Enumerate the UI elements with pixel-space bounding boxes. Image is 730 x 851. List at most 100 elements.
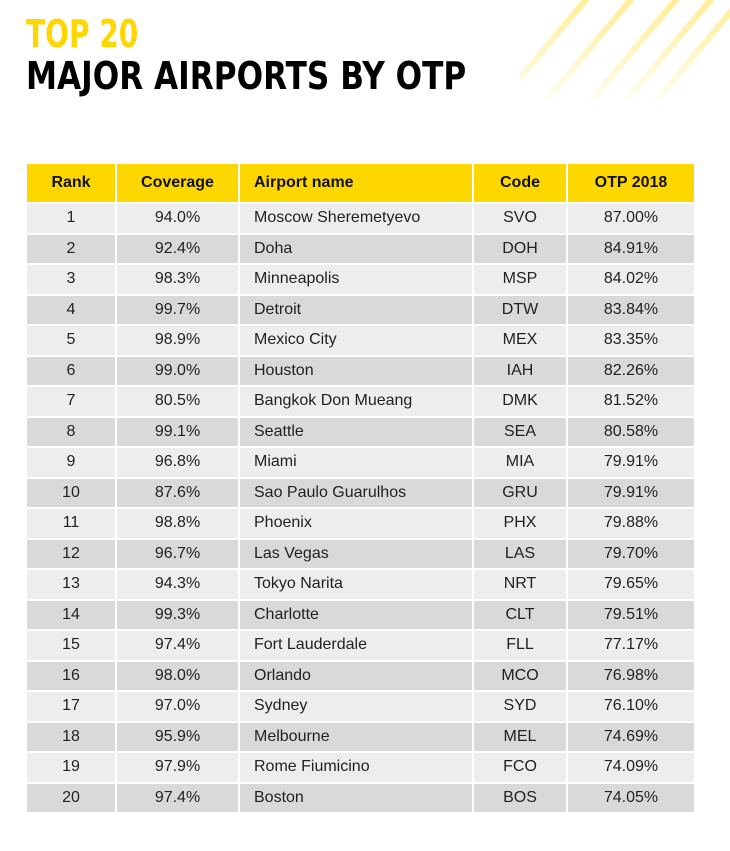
coverage-cell: 97.0% xyxy=(116,690,240,722)
otp-cell: 83.35% xyxy=(567,324,694,356)
rank-cell: 5 xyxy=(27,324,117,356)
rank-cell: 7 xyxy=(27,385,117,417)
table-row: 1 94.0% Moscow Sheremetyevo SVO 87.00% xyxy=(27,202,694,234)
code-cell: IAH xyxy=(473,354,568,386)
coverage-cell: 94.0% xyxy=(116,202,240,234)
coverage-cell: 95.9% xyxy=(116,720,240,752)
rank-cell: 1 xyxy=(27,202,117,234)
airport-name-cell: Mexico City xyxy=(239,324,474,356)
code-cell: DTW xyxy=(473,293,568,325)
table-row: 5 98.9% Mexico City MEX 83.35% xyxy=(27,324,694,356)
coverage-cell: 80.5% xyxy=(116,385,240,417)
table-row: 14 99.3% Charlotte CLT 79.51% xyxy=(27,598,694,630)
airport-name-cell: Minneapolis xyxy=(239,263,474,295)
rank-cell: 14 xyxy=(27,598,117,630)
otp-cell: 84.02% xyxy=(567,263,694,295)
airport-name-cell: Charlotte xyxy=(239,598,474,630)
coverage-cell: 99.0% xyxy=(116,354,240,386)
airport-name-cell: Houston xyxy=(239,354,474,386)
rank-cell: 12 xyxy=(27,537,117,569)
table-row: 10 87.6% Sao Paulo Guarulhos GRU 79.91% xyxy=(27,476,694,508)
header-code: Code xyxy=(473,164,568,203)
header-airport-name: Airport name xyxy=(239,164,474,203)
rank-cell: 2 xyxy=(27,232,117,264)
code-cell: LAS xyxy=(473,537,568,569)
otp-cell: 76.98% xyxy=(567,659,694,691)
airport-name-cell: Seattle xyxy=(239,415,474,447)
coverage-cell: 98.3% xyxy=(116,263,240,295)
code-cell: GRU xyxy=(473,476,568,508)
table-row: 16 98.0% Orlando MCO 76.98% xyxy=(27,659,694,691)
airport-name-cell: Boston xyxy=(239,781,474,812)
rank-cell: 10 xyxy=(27,476,117,508)
code-cell: MCO xyxy=(473,659,568,691)
airport-name-cell: Orlando xyxy=(239,659,474,691)
airport-name-cell: Las Vegas xyxy=(239,537,474,569)
otp-cell: 81.52% xyxy=(567,385,694,417)
airport-name-cell: Fort Lauderdale xyxy=(239,629,474,661)
airport-name-cell: Detroit xyxy=(239,293,474,325)
page-title: MAJOR AIRPORTS BY OTP xyxy=(26,54,467,98)
coverage-cell: 87.6% xyxy=(116,476,240,508)
code-cell: DMK xyxy=(473,385,568,417)
code-cell: SYD xyxy=(473,690,568,722)
airport-name-cell: Tokyo Narita xyxy=(239,568,474,600)
airport-name-cell: Doha xyxy=(239,232,474,264)
airport-name-cell: Miami xyxy=(239,446,474,478)
otp-cell: 80.58% xyxy=(567,415,694,447)
table-row: 12 96.7% Las Vegas LAS 79.70% xyxy=(27,537,694,569)
table-row: 20 97.4% Boston BOS 74.05% xyxy=(27,781,694,812)
otp-cell: 74.05% xyxy=(567,781,694,812)
header-otp: OTP 2018 xyxy=(567,164,694,203)
rank-cell: 18 xyxy=(27,720,117,752)
otp-cell: 77.17% xyxy=(567,629,694,661)
coverage-cell: 99.3% xyxy=(116,598,240,630)
table-row: 15 97.4% Fort Lauderdale FLL 77.17% xyxy=(27,629,694,661)
table-row: 8 99.1% Seattle SEA 80.58% xyxy=(27,415,694,447)
code-cell: BOS xyxy=(473,781,568,812)
rank-cell: 20 xyxy=(27,781,117,812)
otp-cell: 79.70% xyxy=(567,537,694,569)
table-row: 11 98.8% Phoenix PHX 79.88% xyxy=(27,507,694,539)
airport-name-cell: Sao Paulo Guarulhos xyxy=(239,476,474,508)
table-row: 18 95.9% Melbourne MEL 74.69% xyxy=(27,720,694,752)
table-row: 3 98.3% Minneapolis MSP 84.02% xyxy=(27,263,694,295)
code-cell: MIA xyxy=(473,446,568,478)
airport-name-cell: Phoenix xyxy=(239,507,474,539)
otp-cell: 83.84% xyxy=(567,293,694,325)
table-row: 9 96.8% Miami MIA 79.91% xyxy=(27,446,694,478)
coverage-cell: 97.4% xyxy=(116,629,240,661)
coverage-cell: 92.4% xyxy=(116,232,240,264)
otp-cell: 74.69% xyxy=(567,720,694,752)
otp-cell: 79.65% xyxy=(567,568,694,600)
header-rank: Rank xyxy=(27,164,117,203)
table-header-row: Rank Coverage Airport name Code OTP 2018 xyxy=(27,164,694,203)
otp-cell: 79.88% xyxy=(567,507,694,539)
table-row: 7 80.5% Bangkok Don Mueang DMK 81.52% xyxy=(27,385,694,417)
table-row: 2 92.4% Doha DOH 84.91% xyxy=(27,232,694,264)
airport-name-cell: Rome Fiumicino xyxy=(239,751,474,783)
rank-cell: 6 xyxy=(27,354,117,386)
code-cell: SVO xyxy=(473,202,568,234)
coverage-cell: 97.9% xyxy=(116,751,240,783)
header-coverage: Coverage xyxy=(116,164,240,203)
code-cell: DOH xyxy=(473,232,568,264)
rank-cell: 8 xyxy=(27,415,117,447)
otp-cell: 76.10% xyxy=(567,690,694,722)
decorative-stripes xyxy=(520,0,730,100)
airports-table: Rank Coverage Airport name Code OTP 2018… xyxy=(27,164,694,812)
code-cell: FCO xyxy=(473,751,568,783)
coverage-cell: 98.9% xyxy=(116,324,240,356)
airport-name-cell: Bangkok Don Mueang xyxy=(239,385,474,417)
otp-cell: 84.91% xyxy=(567,232,694,264)
table-row: 13 94.3% Tokyo Narita NRT 79.65% xyxy=(27,568,694,600)
rank-cell: 19 xyxy=(27,751,117,783)
coverage-cell: 98.0% xyxy=(116,659,240,691)
otp-cell: 79.91% xyxy=(567,476,694,508)
code-cell: CLT xyxy=(473,598,568,630)
coverage-cell: 96.8% xyxy=(116,446,240,478)
airport-name-cell: Moscow Sheremetyevo xyxy=(239,202,474,234)
otp-cell: 79.51% xyxy=(567,598,694,630)
code-cell: NRT xyxy=(473,568,568,600)
airport-name-cell: Sydney xyxy=(239,690,474,722)
